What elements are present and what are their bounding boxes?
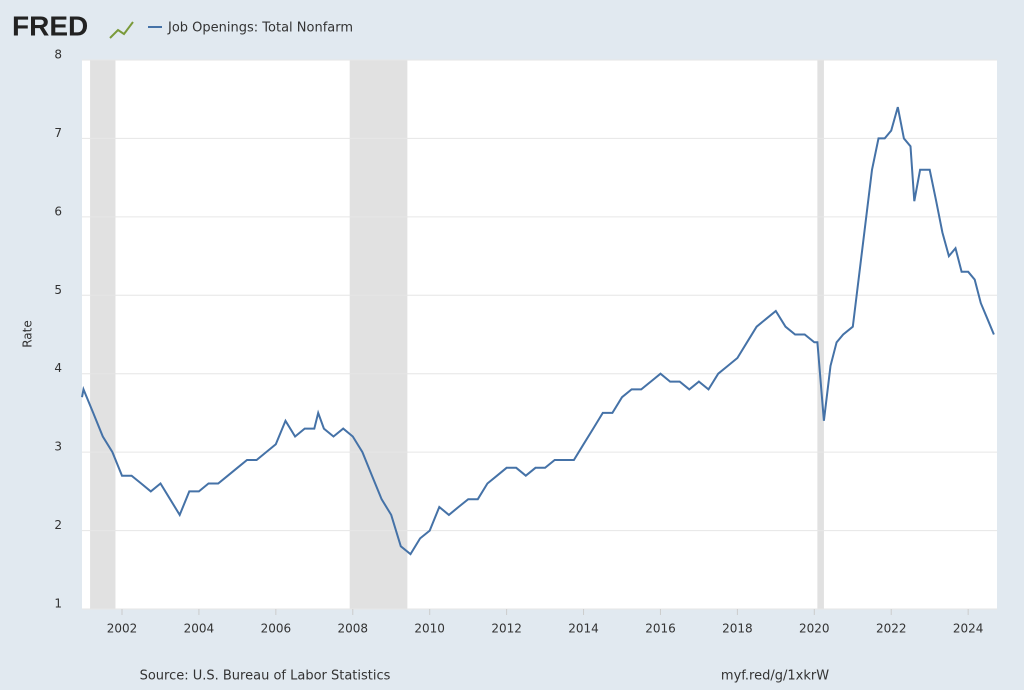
y-tick-label: 4 — [54, 361, 62, 375]
y-tick-label: 3 — [54, 440, 62, 454]
y-tick-label: 8 — [54, 48, 62, 62]
x-tick-label: 2004 — [184, 622, 215, 636]
source: Source: U.S. Bureau of Labor Statistics — [140, 669, 391, 684]
plot-area — [82, 60, 997, 609]
recession-band — [349, 60, 408, 609]
y-tick-label: 5 — [54, 283, 62, 297]
x-tick-label: 2008 — [337, 622, 368, 636]
x-tick-label: 2006 — [261, 622, 292, 636]
x-tick-label: 2016 — [645, 622, 676, 636]
y-tick-label: 6 — [54, 204, 62, 218]
x-tick-label: 2024 — [953, 622, 984, 636]
x-tick-label: 2020 — [799, 622, 830, 636]
x-tick-label: 2014 — [568, 622, 599, 636]
y-axis-label: Rate — [21, 320, 35, 348]
recession-band — [817, 60, 824, 609]
x-tick-label: 2002 — [107, 622, 138, 636]
x-tick-label: 2018 — [722, 622, 753, 636]
y-tick-label: 1 — [54, 597, 62, 611]
data-line — [81, 106, 995, 556]
link[interactable]: myf.red/g/1xkrW — [721, 669, 829, 684]
x-tick-label: 2022 — [876, 622, 907, 636]
x-tick-label: 2012 — [491, 622, 522, 636]
recession-band — [90, 60, 116, 609]
logo: FRED — [12, 10, 88, 41]
y-tick-label: 7 — [54, 126, 62, 140]
logo-icon — [109, 21, 134, 39]
y-tick-label: 2 — [54, 518, 62, 532]
x-tick-label: 2010 — [414, 622, 445, 636]
legend-label: Job Openings: Total Nonfarm — [167, 21, 353, 36]
